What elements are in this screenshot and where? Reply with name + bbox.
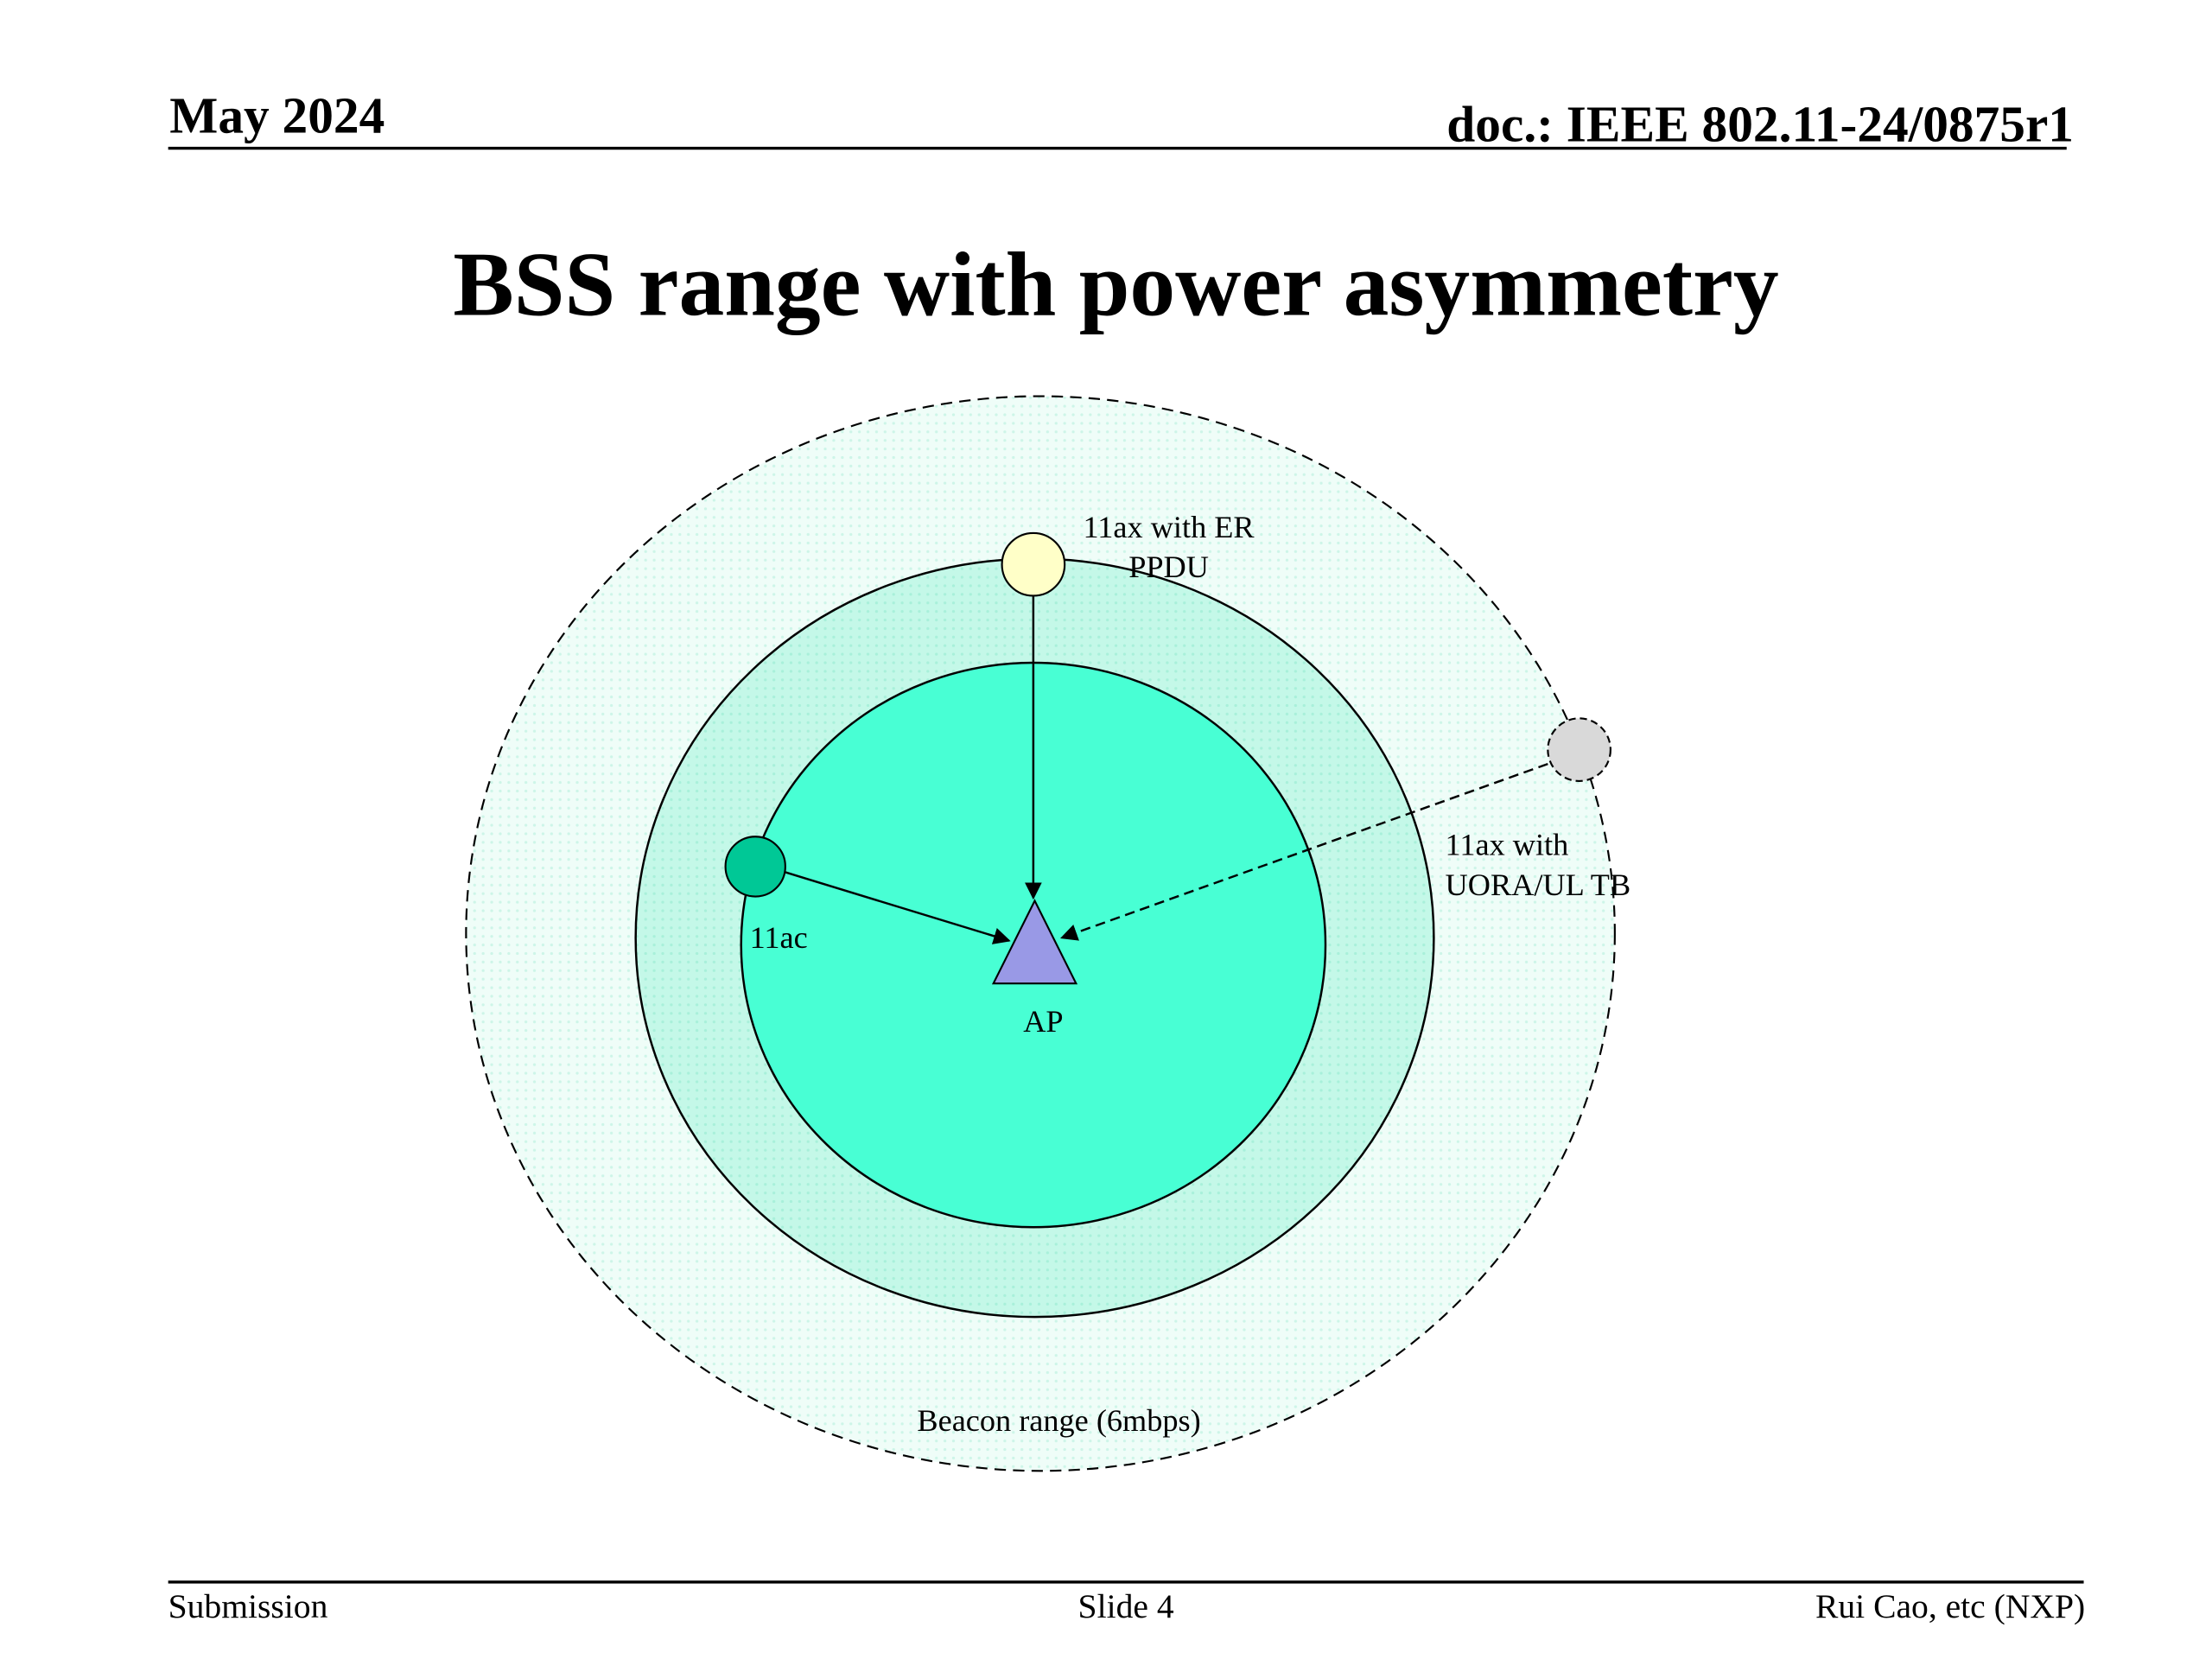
label: 11ax with: [1446, 828, 1569, 862]
label: 11ac: [750, 920, 808, 955]
header-date: May 2024: [169, 86, 385, 143]
footer-left: Submission: [168, 1587, 328, 1625]
slide-title: BSS range with power asymmetry: [453, 234, 1778, 335]
ap: [991, 899, 1078, 985]
label: Beacon range (6mbps): [917, 1403, 1200, 1438]
sta-11ac: [724, 836, 786, 898]
label: UORA/UL TB: [1446, 868, 1631, 902]
arrow: [785, 871, 1011, 944]
label: 11ax with ER: [1084, 510, 1255, 544]
sta-uora: [1547, 717, 1611, 782]
label: AP: [1023, 1004, 1063, 1039]
footer-right: Rui Cao, etc (NXP): [1815, 1587, 2085, 1625]
footer-center: Slide 4: [1078, 1587, 1174, 1625]
label: PPDU: [1128, 550, 1209, 584]
header-doc: doc.: IEEE 802.11-24/0875r1: [1446, 95, 2074, 152]
sta-er: [1001, 531, 1066, 597]
arrow: [1060, 762, 1548, 941]
